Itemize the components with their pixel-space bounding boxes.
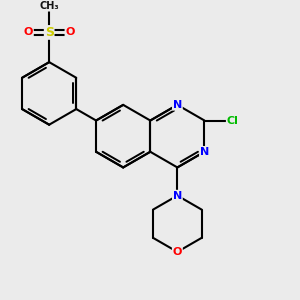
Text: CH₃: CH₃	[39, 1, 59, 11]
Text: O: O	[24, 27, 33, 38]
Text: O: O	[65, 27, 75, 38]
Text: N: N	[173, 100, 182, 110]
Text: N: N	[200, 147, 209, 157]
Text: S: S	[45, 26, 54, 39]
Text: Cl: Cl	[227, 116, 239, 125]
Text: N: N	[173, 190, 182, 201]
Text: O: O	[173, 247, 182, 257]
